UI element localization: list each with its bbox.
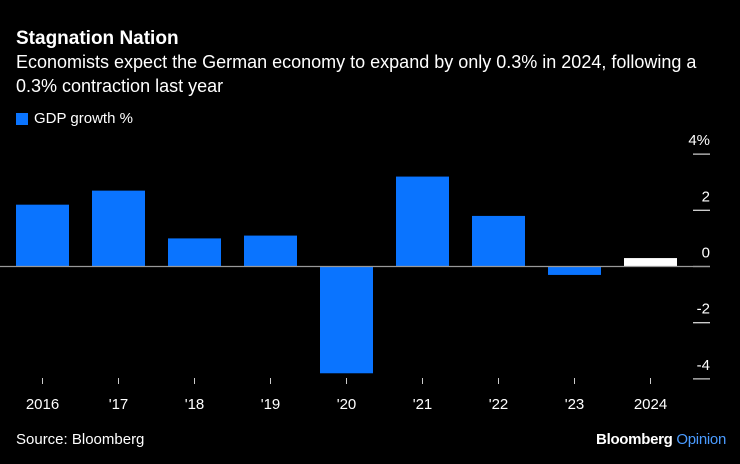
y-tick-label: -2	[697, 301, 710, 318]
x-tick-label: '18	[185, 396, 205, 413]
bar	[548, 266, 601, 275]
y-tick-label: -4	[697, 357, 710, 374]
chart-subtitle: Economists expect the German economy to …	[16, 52, 697, 96]
legend-label: GDP growth %	[34, 110, 133, 127]
legend: GDP growth %	[16, 110, 133, 127]
y-tick-label: 0	[702, 245, 710, 262]
x-tick-label: '23	[565, 396, 585, 413]
source-note: Source: Bloomberg	[16, 431, 145, 448]
legend-swatch	[16, 112, 28, 125]
bar	[396, 176, 449, 267]
bar	[472, 215, 525, 267]
y-tick-label: 4%	[688, 132, 710, 149]
bar	[168, 238, 221, 267]
x-tick-label: '20	[337, 396, 357, 413]
y-tick-label: 2	[702, 188, 710, 205]
bar	[92, 190, 145, 267]
bar	[624, 258, 677, 267]
x-tick-label: '22	[489, 396, 509, 413]
chart-title: Stagnation Nation	[16, 28, 179, 49]
x-tick-label: '19	[261, 396, 281, 413]
bar	[320, 266, 373, 374]
x-tick-label: 2024	[634, 396, 667, 413]
x-tick-label: '21	[413, 396, 433, 413]
brand-suffix: Opinion	[676, 431, 726, 448]
bar	[244, 235, 297, 267]
x-tick-label: '17	[109, 396, 129, 413]
x-tick-label: 2016	[26, 396, 59, 413]
brand-logo: Bloomberg Opinion	[596, 431, 726, 448]
brand-name: Bloomberg	[596, 431, 673, 448]
bar	[16, 204, 69, 267]
